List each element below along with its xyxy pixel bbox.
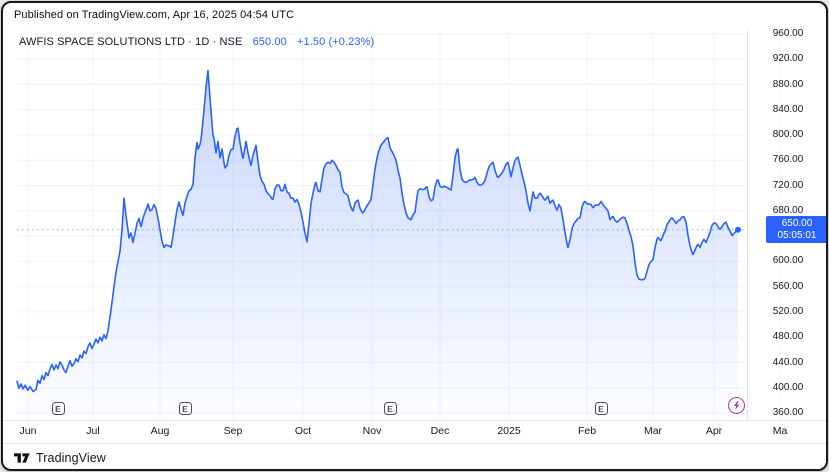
badge-countdown: 05:05:01 xyxy=(777,230,817,242)
price-scale-separator xyxy=(747,30,748,420)
month-label: Jul xyxy=(86,425,100,437)
month-label: Oct xyxy=(294,425,312,437)
earnings-marker[interactable]: E xyxy=(594,402,608,415)
last-price-dot xyxy=(735,226,741,233)
month-label: Apr xyxy=(705,425,723,437)
price-tick-label: 480.00 xyxy=(772,331,804,343)
area-fill xyxy=(17,70,738,420)
price-tick-label: 360.00 xyxy=(772,407,804,418)
price-tick-label: 760.00 xyxy=(772,154,804,166)
month-label: Aug xyxy=(150,425,170,437)
price-change-value: +1.50 (+0.23%) xyxy=(297,36,375,48)
price-tick-label: 440.00 xyxy=(772,356,804,368)
price-tick-label: 920.00 xyxy=(772,53,804,65)
price-tick-label: 720.00 xyxy=(772,179,804,191)
price-tick-label: 600.00 xyxy=(772,255,804,267)
month-label: Nov xyxy=(362,425,382,437)
month-label: Feb xyxy=(577,425,597,437)
month-label: Sep xyxy=(223,425,243,437)
published-attribution: Published on TradingView.com, Apr 16, 20… xyxy=(14,9,294,21)
price-tick-label: 880.00 xyxy=(772,78,804,90)
price-tick-label: 680.00 xyxy=(772,204,804,216)
price-tick-label: 560.00 xyxy=(772,280,804,292)
price-tick-label: 840.00 xyxy=(772,103,804,115)
tradingview-brand-text: TradingView xyxy=(36,451,106,465)
price-tick-label: 800.00 xyxy=(772,129,804,141)
price-line xyxy=(16,69,739,393)
earnings-marker[interactable]: E xyxy=(178,402,192,415)
last-price-value: 650.00 xyxy=(252,36,287,48)
price-tick-label: 520.00 xyxy=(772,305,804,317)
month-label: Mar xyxy=(643,425,663,437)
flash-publish-icon[interactable] xyxy=(728,397,745,414)
time-axis-separator xyxy=(3,420,826,421)
footer-separator xyxy=(3,443,826,444)
month-label: Jun xyxy=(19,425,37,437)
earnings-marker[interactable]: E xyxy=(383,402,397,415)
current-price-badge: 650.00 05:05:01 xyxy=(766,216,826,244)
month-label: 2025 xyxy=(497,425,521,437)
month-label: Dec xyxy=(430,425,450,437)
symbol-title: AWFIS SPACE SOLUTIONS LTD · 1D · NSE xyxy=(19,36,243,48)
badge-price: 650.00 xyxy=(781,218,813,230)
price-tick-label: 400.00 xyxy=(772,381,804,393)
tradingview-logo-icon xyxy=(14,453,30,463)
month-label: Ma xyxy=(772,425,788,437)
published-text: Published on TradingView.com, Apr 16, 20… xyxy=(14,9,295,21)
lightning-bolt-icon xyxy=(733,400,740,411)
footer-brand-bar[interactable]: TradingView xyxy=(14,449,106,467)
earnings-marker[interactable]: E xyxy=(51,402,65,415)
price-tick-label: 960.00 xyxy=(772,28,804,39)
chart-legend: AWFIS SPACE SOLUTIONS LTD · 1D · NSE 650… xyxy=(19,36,374,48)
price-chart[interactable] xyxy=(3,3,828,469)
